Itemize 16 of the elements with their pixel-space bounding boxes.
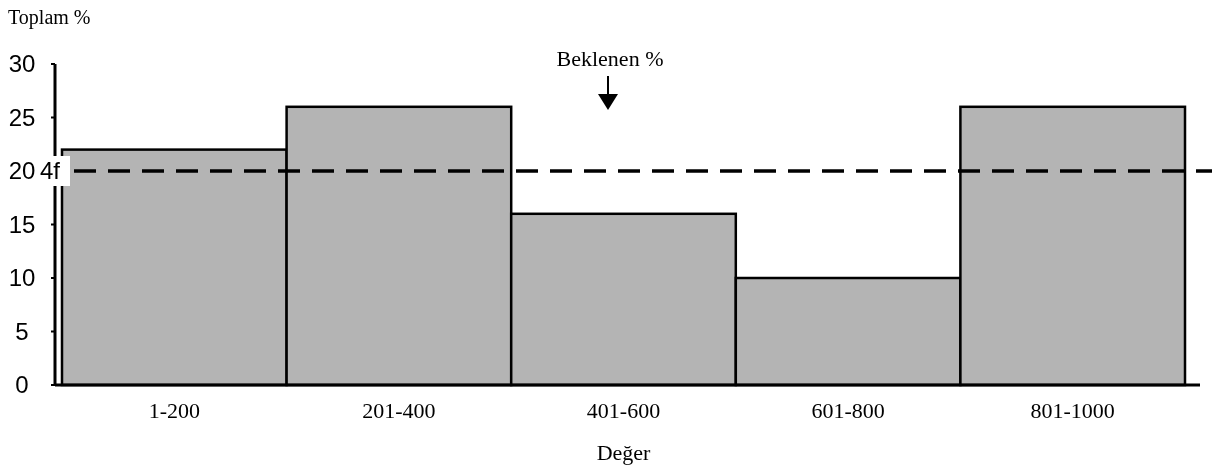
y-tick-label: 20 [8,157,36,185]
x-tick-label: 601-800 [811,398,885,423]
y-tick-label: 30 [8,50,36,78]
text: 4f [40,157,61,185]
x-tick-label: 1-200 [148,398,200,423]
x-axis-title: Değer [596,440,652,465]
ref-line-label: Beklenen % [556,46,664,71]
y-tick-label: 25 [8,103,36,131]
y-tick-label: 5 [15,317,29,345]
x-tick-label: 201-400 [362,398,436,423]
x-tick-label: 401-600 [586,398,661,423]
y-tick-label: 15 [8,210,36,238]
y-tick-label: 0 [15,371,29,399]
y-axis-title: Toplam % [8,6,91,29]
x-tick-label: 801-1000 [1030,398,1115,423]
y-tick-label: 10 [8,264,36,292]
